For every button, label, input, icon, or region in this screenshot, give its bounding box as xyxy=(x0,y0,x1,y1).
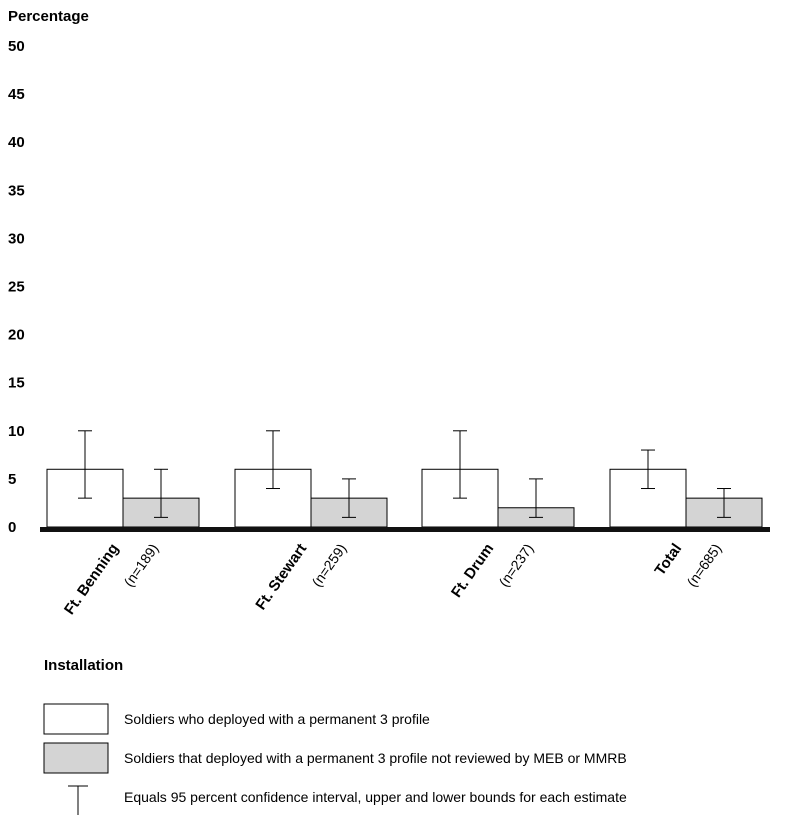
x-category-n-label: (n=237) xyxy=(495,541,536,590)
y-axis-ticks: 0 5 10 15 20 25 30 35 40 45 50 xyxy=(8,38,25,536)
legend-error-bar-symbol xyxy=(68,785,88,815)
y-tick-label: 30 xyxy=(8,230,25,247)
x-axis-labels: Ft. Benning(n=189) Ft. Stewart(n=259) Ft. … xyxy=(61,541,724,618)
x-category-n-label: (n=259) xyxy=(308,541,349,590)
legend-label-series-1: Soldiers who deployed with a permanent 3… xyxy=(124,711,430,727)
y-tick-label: 35 xyxy=(8,182,25,199)
legend: Soldiers who deployed with a permanent 3… xyxy=(43,703,627,815)
x-axis-title: Installation xyxy=(44,657,123,674)
y-tick-label: 15 xyxy=(8,375,25,392)
error-bar-series-2 xyxy=(154,468,168,518)
x-category-n-label: (n=189) xyxy=(120,541,161,590)
y-axis-title: Percentage xyxy=(8,8,89,25)
bars xyxy=(46,468,763,528)
y-tick-label: 25 xyxy=(8,279,25,296)
error-bar-series-2 xyxy=(717,488,731,518)
legend-label-error-bar: Equals 95 percent confidence interval, u… xyxy=(124,789,627,805)
x-category-n-label: (n=685) xyxy=(683,541,724,590)
error-bars xyxy=(78,430,731,518)
x-category-label: Ft. Stewart xyxy=(252,541,310,614)
legend-label-series-2: Soldiers that deployed with a permanent … xyxy=(124,750,627,766)
y-tick-label: 0 xyxy=(8,519,16,536)
y-tick-label: 20 xyxy=(8,327,25,344)
x-category-label: Total xyxy=(651,541,685,579)
legend-swatch-series-2 xyxy=(43,742,109,774)
error-bar-series-2 xyxy=(342,478,356,518)
y-tick-label: 40 xyxy=(8,134,25,151)
legend-swatch-series-1 xyxy=(43,703,109,735)
error-bar-series-1 xyxy=(78,430,92,499)
y-tick-label: 45 xyxy=(8,86,25,103)
y-tick-label: 5 xyxy=(8,471,16,488)
x-category-label: Ft. Drum xyxy=(448,541,497,601)
error-bar-series-1 xyxy=(641,449,655,490)
y-tick-label: 50 xyxy=(8,38,25,55)
error-bar-series-1 xyxy=(453,430,467,499)
x-category-label: Ft. Benning xyxy=(61,541,122,618)
error-bar-series-2 xyxy=(529,478,543,518)
y-tick-label: 10 xyxy=(8,423,25,440)
error-bar-series-1 xyxy=(266,430,280,490)
x-axis-baseline xyxy=(40,527,770,532)
